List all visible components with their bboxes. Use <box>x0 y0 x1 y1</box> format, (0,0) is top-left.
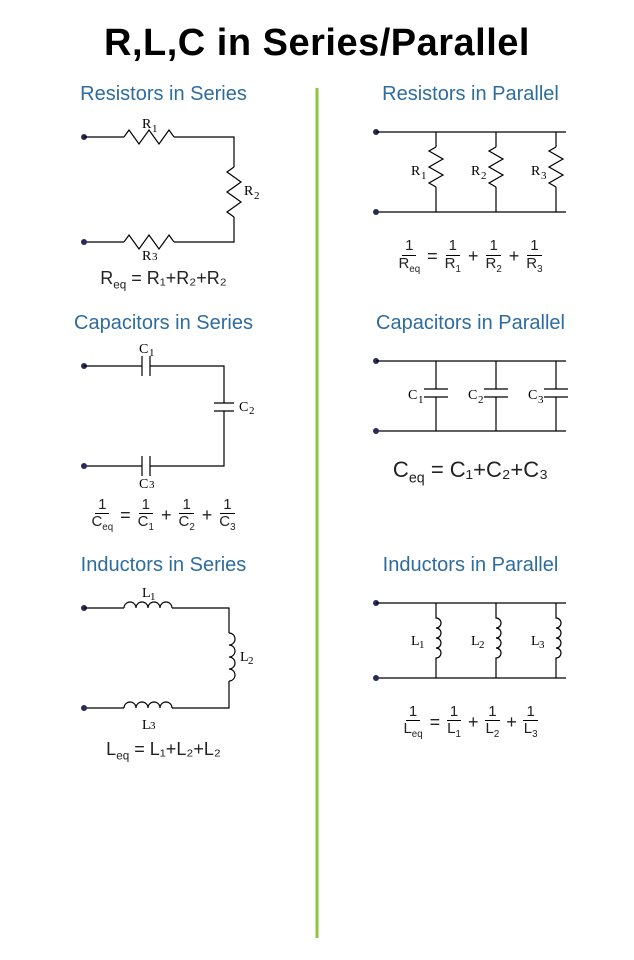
svg-text:1: 1 <box>421 170 427 182</box>
svg-text:1: 1 <box>149 347 155 359</box>
cell-r-series: Resistors in Series R1 R2 R3 Req = R₁+R₂… <box>10 75 317 304</box>
cell-l-parallel: Inductors in Parallel L1 L2 L3 <box>317 546 624 775</box>
svg-text:R: R <box>531 164 541 179</box>
svg-c-series: C1 C2 C3 <box>64 341 264 491</box>
svg-text:C: C <box>139 477 148 491</box>
formula-l-parallel: 1Leq = 1L1 + 1L2 + 1L3 <box>323 704 618 741</box>
cell-c-series: Capacitors in Series C1 C2 C3 1Ceq = 1C1… <box>10 304 317 546</box>
svg-text:C: C <box>239 400 248 415</box>
formula-c-parallel: Ceq = C₁+C₂+C₃ <box>323 457 618 486</box>
svg-text:1: 1 <box>152 123 158 135</box>
svg-text:C: C <box>408 388 417 403</box>
svg-text:R: R <box>142 117 152 132</box>
formula-r-parallel: 1Req = 1R1 + 1R2 + 1R3 <box>323 238 618 275</box>
svg-text:1: 1 <box>150 591 156 603</box>
diagram-l-parallel: L1 L2 L3 <box>323 583 618 698</box>
heading-c-parallel: Capacitors in Parallel <box>323 312 618 335</box>
svg-r-parallel: R1 R2 R3 <box>356 112 586 232</box>
heading-r-parallel: Resistors in Parallel <box>323 83 618 106</box>
svg-l-series: L1 L2 L3 <box>64 583 264 733</box>
svg-text:2: 2 <box>254 190 260 202</box>
cell-r-parallel: Resistors in Parallel R1 R2 <box>317 75 624 304</box>
svg-text:R: R <box>411 164 421 179</box>
formula-c-series: 1Ceq = 1C1 + 1C2 + 1C3 <box>16 497 311 534</box>
cell-c-parallel: Capacitors in Parallel C1 C2 C3 <box>317 304 624 546</box>
page-title: R,L,C in Series/Parallel <box>0 0 634 75</box>
svg-text:R: R <box>471 164 481 179</box>
heading-l-parallel: Inductors in Parallel <box>323 554 618 577</box>
diagram-c-series: C1 C2 C3 <box>16 341 311 491</box>
svg-c-parallel: C1 C2 C3 <box>356 341 586 451</box>
svg-text:3: 3 <box>538 394 544 406</box>
svg-text:2: 2 <box>478 394 484 406</box>
svg-text:1: 1 <box>418 394 424 406</box>
svg-text:1: 1 <box>419 639 425 651</box>
svg-text:2: 2 <box>249 405 255 417</box>
heading-r-series: Resistors in Series <box>16 83 311 106</box>
formula-r-series: Req = R₁+R₂+R₂ <box>16 268 311 292</box>
svg-r-series: R1 R2 R3 <box>64 112 264 262</box>
svg-text:C: C <box>468 388 477 403</box>
diagram-l-series: L1 L2 L3 <box>16 583 311 733</box>
cell-l-series: Inductors in Series L1 L2 L3 Leq = L₁+L₂… <box>10 546 317 775</box>
svg-text:3: 3 <box>152 251 158 262</box>
heading-c-series: Capacitors in Series <box>16 312 311 335</box>
svg-text:3: 3 <box>149 479 155 491</box>
svg-text:2: 2 <box>248 655 254 667</box>
svg-text:2: 2 <box>481 170 487 182</box>
content-grid: Resistors in Series R1 R2 R3 Req = R₁+R₂… <box>0 75 634 774</box>
formula-l-series: Leq = L₁+L₂+L₂ <box>16 739 311 763</box>
svg-text:R: R <box>142 249 152 262</box>
diagram-r-parallel: R1 R2 R3 <box>323 112 618 232</box>
svg-text:R: R <box>244 184 254 199</box>
heading-l-series: Inductors in Series <box>16 554 311 577</box>
diagram-r-series: R1 R2 R3 <box>16 112 311 262</box>
diagram-c-parallel: C1 C2 C3 <box>323 341 618 451</box>
svg-text:3: 3 <box>539 639 545 651</box>
svg-text:3: 3 <box>541 170 547 182</box>
svg-l-parallel: L1 L2 L3 <box>356 583 586 698</box>
svg-text:C: C <box>528 388 537 403</box>
svg-text:C: C <box>139 342 148 357</box>
svg-text:2: 2 <box>479 639 485 651</box>
svg-text:3: 3 <box>150 720 156 732</box>
